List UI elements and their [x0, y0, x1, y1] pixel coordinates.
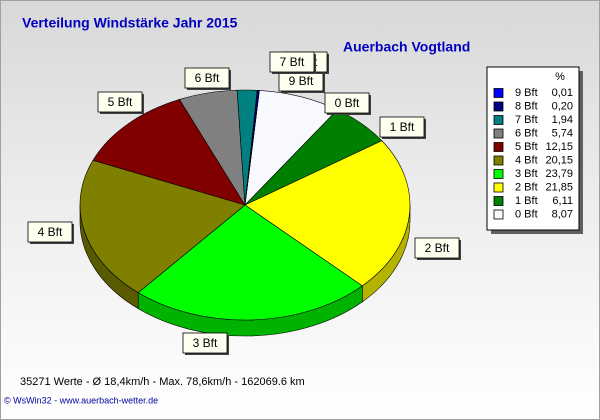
legend-label: 2 Bft [515, 181, 538, 193]
legend-swatch [493, 101, 504, 112]
legend-swatch [493, 115, 504, 125]
slice-label: 3 Bft [193, 336, 218, 350]
legend-value: 8,07 [552, 208, 573, 220]
legend-swatch [493, 142, 504, 152]
legend-label: 4 Bft [515, 154, 538, 166]
chart-subtitle: Auerbach Vogtland [343, 39, 470, 55]
label-box [324, 92, 370, 114]
label-box [269, 51, 315, 73]
slice-label: 5 Bft [108, 95, 133, 109]
legend-swatch [493, 155, 504, 166]
legend-header: % [555, 71, 565, 83]
slice-label: 6 Bft [195, 71, 220, 85]
legend-label: 3 Bft [515, 168, 538, 180]
label-box [184, 67, 230, 89]
label-box [414, 237, 460, 259]
legend-swatch [493, 196, 504, 206]
legend-label: 0 Bft [515, 208, 538, 220]
legend-value: 23,79 [545, 168, 573, 180]
legend-value: 1,94 [552, 114, 573, 126]
label-box [27, 221, 73, 243]
legend-label: 1 Bft [515, 195, 538, 207]
legend-value: 0,20 [552, 100, 573, 112]
legend-value: 6,11 [552, 195, 573, 207]
slice [79, 159, 246, 294]
legend-value: 20,15 [545, 154, 573, 166]
legend-swatch [493, 209, 504, 220]
slice [92, 99, 246, 206]
chart-title: Verteilung Windstärke Jahr 2015 [22, 15, 238, 31]
footer-stats: 35271 Werte - Ø 18,4km/h - Max. 78,6km/h… [20, 376, 305, 388]
slice-label: 2 Bft [425, 241, 450, 255]
label-box [97, 91, 143, 113]
legend-label: 9 Bft [515, 87, 538, 99]
legend-label: 7 Bft [515, 114, 538, 126]
slice [244, 140, 411, 287]
label-box [182, 332, 228, 354]
legend-value: 0,01 [552, 87, 573, 99]
legend-swatch [493, 182, 504, 193]
legend-label: 5 Bft [515, 141, 538, 153]
slice-label: 4 Bft [38, 225, 63, 239]
slice-label: 0 Bft [335, 96, 360, 110]
slice-label: 1 Bft [390, 120, 415, 134]
legend-value: 5,74 [552, 127, 573, 139]
legend-swatch [493, 128, 504, 139]
legend-label: 8 Bft [515, 100, 538, 112]
legend-value: 21,85 [545, 181, 573, 193]
pie [79, 89, 411, 337]
legend-value: 12,15 [545, 141, 573, 153]
slice [137, 204, 363, 321]
footer-credit: © WsWin32 - www.auerbach-wetter.de [4, 395, 158, 405]
label-box [379, 116, 425, 138]
slice-label: 7 Bft [280, 55, 305, 69]
legend-swatch [493, 88, 504, 98]
legend: 9 Bft 0,01 8 Bft 0,20 7 Bft 1,94 6 Bft 5,74 5 Bf… [493, 87, 573, 220]
legend-swatch [493, 169, 504, 179]
slice [244, 90, 260, 206]
slice-label: 9 Bft [289, 74, 314, 88]
legend-label: 6 Bft [515, 127, 538, 139]
